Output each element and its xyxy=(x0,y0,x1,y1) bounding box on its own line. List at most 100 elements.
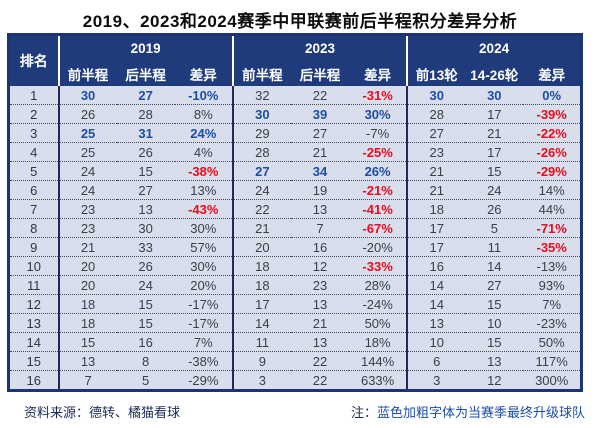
table-header: 排名 2019 2023 2024 前半程 后半程 差异 前半程 后半程 差异 … xyxy=(8,34,582,86)
value-cell: -22% xyxy=(523,123,582,143)
table-row: 4 25 26 4% 28 21 -25% 23 17 -26% xyxy=(8,142,582,162)
rank-cell: 4 xyxy=(8,142,60,162)
value-cell: 15 xyxy=(57,332,117,352)
table-row: 14 15 16 7% 11 13 18% 10 15 50% xyxy=(8,332,582,352)
table-row: 5 24 15 -38% 27 34 26% 21 15 -29% xyxy=(8,161,582,181)
value-cell: 13 xyxy=(290,294,350,314)
value-cell: -29% xyxy=(174,370,233,391)
rank-cell: 3 xyxy=(8,123,60,143)
value-cell: -17% xyxy=(174,313,233,333)
value-cell: 22 xyxy=(290,86,350,105)
value-cell: 26 xyxy=(465,199,524,219)
rank-cell: 13 xyxy=(8,313,60,333)
value-cell: 26 xyxy=(57,104,117,124)
value-cell: 3 xyxy=(231,370,291,391)
legend-note-text: 蓝色加粗字体为当赛季最终升级球队 xyxy=(376,405,585,420)
table-row: 15 13 8 -38% 9 22 144% 6 13 117% xyxy=(8,351,582,371)
col-header-2023-second-half: 后半程 xyxy=(290,61,350,86)
value-cell: 26 xyxy=(116,256,175,276)
value-cell: -39% xyxy=(523,104,582,124)
value-cell: 16 xyxy=(406,256,466,276)
table-row: 9 21 33 57% 20 16 -20% 17 11 -35% xyxy=(8,237,582,257)
value-cell: -38% xyxy=(174,351,233,371)
value-cell: 28 xyxy=(116,104,175,124)
footer: 资料来源：德转、橘猫看球 注：蓝色加粗字体为当赛季最终升级球队 xyxy=(7,402,585,421)
value-cell: 0% xyxy=(523,86,582,105)
value-cell: 11 xyxy=(231,332,291,352)
col-header-2019-diff: 差异 xyxy=(174,61,233,86)
table-row: 16 7 5 -29% 3 22 633% 3 12 300% xyxy=(8,370,582,391)
value-cell: 13 xyxy=(57,351,117,371)
value-cell: 14 xyxy=(465,256,524,276)
table-row: 11 20 24 20% 18 23 28% 14 27 93% xyxy=(8,275,582,295)
value-cell: 17 xyxy=(465,104,524,124)
value-cell: 25 xyxy=(57,123,117,143)
value-cell: 30% xyxy=(174,218,233,238)
value-cell: 18% xyxy=(349,332,408,352)
value-cell: 8 xyxy=(116,351,175,371)
value-cell: -43% xyxy=(174,199,233,219)
value-cell: 20 xyxy=(231,237,291,257)
col-header-2024-round14-26: 14-26轮 xyxy=(465,61,524,86)
value-cell: 18 xyxy=(231,275,291,295)
value-cell: 19 xyxy=(290,180,350,200)
value-cell: 14 xyxy=(231,313,291,333)
value-cell: 23 xyxy=(57,199,117,219)
value-cell: 25 xyxy=(57,142,117,162)
value-cell: 24 xyxy=(231,180,291,200)
legend-note-prefix: 注： xyxy=(350,405,377,420)
value-cell: 17 xyxy=(406,237,466,257)
value-cell: 17 xyxy=(406,218,466,238)
rank-cell: 7 xyxy=(8,199,60,219)
year-header-2024: 2024 xyxy=(406,34,582,61)
value-cell: -7% xyxy=(349,123,408,143)
value-cell: 633% xyxy=(349,370,408,391)
value-cell: 22 xyxy=(231,199,291,219)
value-cell: 34 xyxy=(290,161,350,181)
value-cell: -29% xyxy=(523,161,582,181)
value-cell: 15 xyxy=(116,294,175,314)
value-cell: 16 xyxy=(116,332,175,352)
value-cell: 15 xyxy=(465,332,524,352)
table-row: 7 23 13 -43% 22 13 -41% 18 26 44% xyxy=(8,199,582,219)
value-cell: -31% xyxy=(349,86,408,105)
value-cell: 27 xyxy=(116,180,175,200)
col-header-2019-second-half: 后半程 xyxy=(116,61,175,86)
value-cell: 14 xyxy=(406,275,466,295)
value-cell: 18 xyxy=(231,256,291,276)
rank-cell: 16 xyxy=(8,370,60,391)
value-cell: 10 xyxy=(406,332,466,352)
table-row: 2 26 28 8% 30 39 30% 28 17 -39% xyxy=(8,104,582,124)
value-cell: 21 xyxy=(231,218,291,238)
value-cell: 30% xyxy=(174,256,233,276)
value-cell: -71% xyxy=(523,218,582,238)
value-cell: 23 xyxy=(290,275,350,295)
table-row: 12 18 15 -17% 17 13 -24% 14 15 7% xyxy=(8,294,582,314)
rank-cell: 11 xyxy=(8,275,60,295)
year-header-2019: 2019 xyxy=(57,34,233,61)
value-cell: 27 xyxy=(465,275,524,295)
value-cell: 50% xyxy=(523,332,582,352)
col-header-2019-first-half: 前半程 xyxy=(57,61,117,86)
value-cell: 13 xyxy=(290,332,350,352)
table-row: 10 20 26 30% 18 12 -33% 16 14 -13% xyxy=(8,256,582,276)
value-cell: 18 xyxy=(57,294,117,314)
value-cell: 30 xyxy=(231,104,291,124)
value-cell: 24 xyxy=(57,180,117,200)
rank-cell: 8 xyxy=(8,218,60,238)
value-cell: 24 xyxy=(57,161,117,181)
rank-cell: 12 xyxy=(8,294,60,314)
value-cell: 8% xyxy=(174,104,233,124)
rank-cell: 14 xyxy=(8,332,60,352)
value-cell: 20% xyxy=(174,275,233,295)
value-cell: 12 xyxy=(465,370,524,391)
value-cell: 20 xyxy=(57,256,117,276)
value-cell: 4% xyxy=(174,142,233,162)
value-cell: 57% xyxy=(174,237,233,257)
value-cell: 15 xyxy=(465,161,524,181)
value-cell: 21 xyxy=(406,161,466,181)
data-source-text: 资料来源：德转、橘猫看球 xyxy=(24,405,181,420)
value-cell: 30 xyxy=(465,86,524,105)
value-cell: 24 xyxy=(116,275,175,295)
